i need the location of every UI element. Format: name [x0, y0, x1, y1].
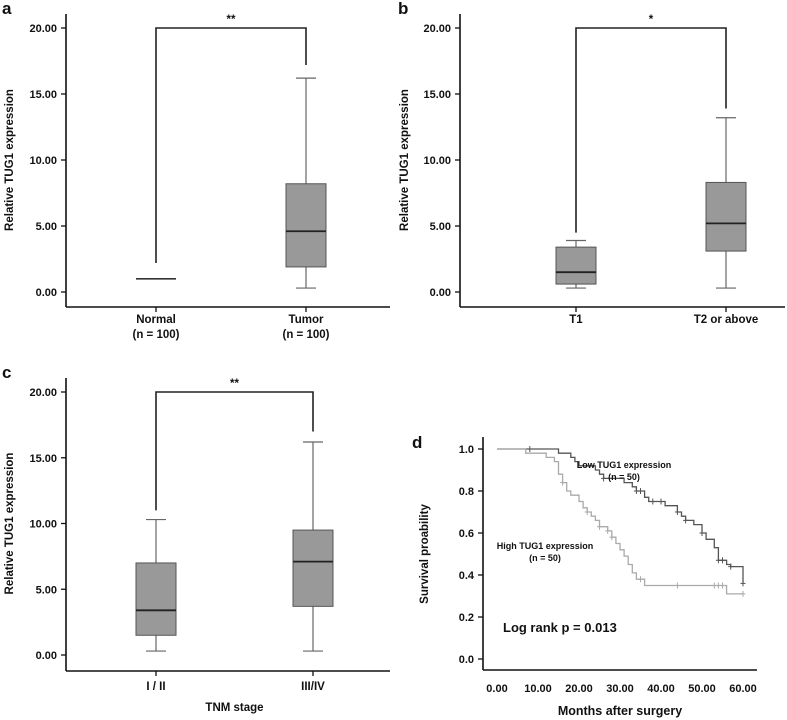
box-2: [292, 441, 334, 652]
km-curve-high: High TUG1 expression (n = 50): [497, 448, 746, 597]
x-category-label: III/IV: [301, 681, 325, 693]
y-tick-label: 20.00: [423, 23, 451, 35]
y-tick-label: 5.00: [36, 221, 57, 233]
box-1: [555, 239, 597, 289]
x-category-label: Normal: [136, 314, 176, 326]
x-axis-label: TNM stage: [205, 702, 263, 714]
y-tick-label: 10.00: [29, 155, 57, 167]
panel-c: c 0.00 5.00 10.00 15.00 20.00 Relative TUG1 ex…: [2, 363, 390, 714]
y-tick-label: 10.00: [423, 155, 451, 167]
panel-d: d 0.0 0.2 0.4 0.6 0.8 1.0 0.00 10.00 20.00 30.00 40…: [412, 433, 757, 718]
y-tick-label: 15.00: [29, 453, 57, 465]
iqr-box: [292, 529, 334, 607]
y-tick-label: 15.00: [29, 89, 57, 101]
y-tick-label: 0.8: [459, 486, 474, 498]
significance-label: *: [649, 14, 654, 26]
series-label: Low TUG1 expression: [577, 460, 672, 470]
y-tick-label: 15.00: [423, 89, 451, 101]
x-category-label: T1: [569, 314, 583, 326]
iqr-box: [285, 183, 327, 268]
y-axis-label: Relative TUG1 expression: [399, 89, 411, 231]
y-tick-label: 0.2: [459, 612, 474, 624]
box-1: [135, 518, 177, 652]
box-2: [705, 117, 747, 289]
significance-bracket: **: [155, 378, 314, 511]
y-axis-label: Relative TUG1 expression: [4, 89, 16, 231]
y-tick-label: 0.00: [36, 650, 57, 662]
x-tick-label: 30.00: [606, 683, 634, 695]
y-tick-label: 20.00: [29, 387, 57, 399]
box-2: [285, 77, 327, 289]
y-tick-label: 0.0: [459, 654, 474, 666]
x-tick-label: 0.00: [486, 683, 507, 695]
iqr-box: [705, 181, 747, 252]
x-category-label: (n = 100): [283, 329, 330, 341]
km-curve-low: Low TUG1 expression (n = 50): [497, 446, 746, 587]
y-axis-label: Relative TUG1 expression: [4, 453, 16, 595]
x-tick-label: 20.00: [565, 683, 593, 695]
series-label: High TUG1 expression: [497, 541, 594, 551]
x-category-label: (n = 100): [133, 329, 180, 341]
panel-letter: c: [2, 363, 11, 382]
y-tick-label: 1.0: [459, 444, 474, 456]
panel-a: a 0.00 5.00 10.00 15.00 20.00 Relative TUG1 ex…: [2, 0, 390, 341]
y-tick-label: 0.00: [430, 287, 451, 299]
y-axis-label: Survival proability: [419, 504, 431, 604]
x-tick-label: 60.00: [729, 683, 757, 695]
panel-b: b 0.00 5.00 10.00 15.00 20.00 Relative TUG1 ex…: [398, 0, 785, 326]
log-rank-annotation: Log rank p = 0.013: [503, 620, 617, 635]
iqr-box: [135, 562, 177, 636]
survival-line: [497, 448, 743, 595]
panel-letter: d: [412, 433, 422, 452]
panel-letter: a: [2, 0, 12, 18]
bracket-line: [155, 391, 314, 511]
x-category-label: I / II: [146, 681, 165, 693]
bracket-line: [155, 27, 307, 263]
series-n-label: (n = 50): [529, 553, 561, 563]
significance-bracket: **: [155, 14, 307, 263]
panel-letter: b: [398, 0, 408, 18]
y-tick-label: 5.00: [36, 584, 57, 596]
x-axis-label: Months after surgery: [558, 704, 682, 718]
x-tick-label: 50.00: [688, 683, 716, 695]
x-category-label: T2 or above: [694, 314, 759, 326]
significance-bracket: *: [575, 14, 727, 233]
series-n-label: (n = 50): [608, 472, 640, 482]
survival-line: [497, 448, 744, 584]
y-tick-label: 0.4: [459, 570, 475, 582]
x-tick-label: 10.00: [524, 683, 552, 695]
iqr-box: [555, 246, 597, 285]
y-tick-label: 0.00: [36, 287, 57, 299]
y-tick-label: 20.00: [29, 23, 57, 35]
y-tick-label: 0.6: [459, 528, 474, 540]
x-tick-label: 40.00: [647, 683, 675, 695]
y-tick-label: 5.00: [430, 221, 451, 233]
bracket-line: [575, 27, 727, 233]
significance-label: **: [230, 378, 239, 390]
y-tick-label: 10.00: [29, 519, 57, 531]
significance-label: **: [227, 14, 236, 26]
x-category-label: Tumor: [289, 314, 324, 326]
